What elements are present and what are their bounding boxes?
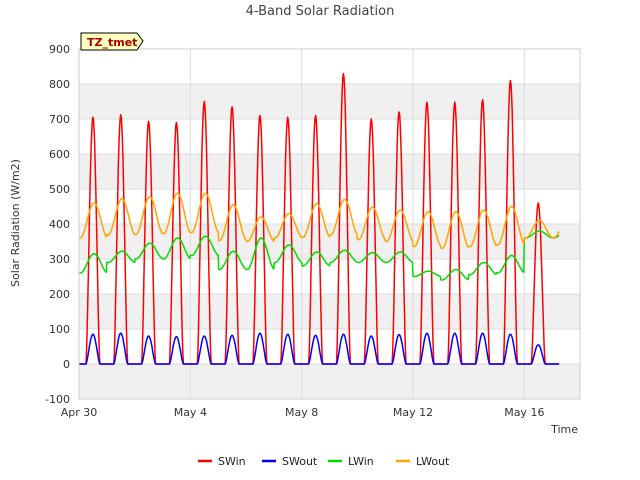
series-line-lwin bbox=[78, 230, 560, 281]
legend: SWin SWout LWin LWout bbox=[198, 455, 450, 468]
legend-item-lwin: LWin bbox=[328, 455, 374, 468]
station-tag: TZ_tmet bbox=[80, 32, 144, 51]
legend-item-swin: SWin bbox=[198, 455, 246, 468]
legend-label: SWout bbox=[282, 455, 318, 468]
legend-item-lwout: LWout bbox=[396, 455, 450, 468]
y-tick-label: 400 bbox=[49, 218, 70, 231]
plot-band bbox=[79, 364, 580, 399]
y-tick-label: 100 bbox=[49, 323, 70, 336]
plot-band bbox=[79, 84, 580, 119]
chart-title: 4-Band Solar Radiation bbox=[246, 4, 395, 19]
x-tick-label: May 8 bbox=[285, 406, 318, 419]
y-tick-label: 200 bbox=[49, 288, 70, 301]
x-tick-label: May 16 bbox=[504, 406, 544, 419]
x-tick-label: Apr 30 bbox=[61, 406, 98, 419]
x-tick-label: May 12 bbox=[393, 406, 433, 419]
plot-band bbox=[79, 294, 580, 329]
x-axis-ticks: Apr 30 May 4 May 8 May 12 May 16 bbox=[61, 406, 545, 419]
y-axis-label: Solar Radiation (W/m2) bbox=[9, 159, 22, 287]
x-tick-label: May 4 bbox=[174, 406, 207, 419]
y-tick-label: 800 bbox=[49, 78, 70, 91]
legend-label: LWout bbox=[416, 455, 450, 468]
series-lines bbox=[78, 72, 560, 365]
x-axis-label: Time bbox=[550, 423, 578, 436]
y-tick-label: 600 bbox=[49, 148, 70, 161]
plot-band bbox=[79, 154, 580, 189]
legend-label: LWin bbox=[348, 455, 374, 468]
station-tag-label: TZ_tmet bbox=[87, 36, 137, 49]
legend-label: SWin bbox=[218, 455, 246, 468]
y-axis-ticks: -100 0 100 200 300 400 500 600 700 800 900 bbox=[45, 43, 70, 406]
y-tick-label: 500 bbox=[49, 183, 70, 196]
y-tick-label: 0 bbox=[63, 358, 70, 371]
series-line-swout bbox=[78, 332, 560, 365]
y-tick-label: 700 bbox=[49, 113, 70, 126]
series-line-lwout bbox=[78, 192, 560, 250]
plot-band bbox=[79, 224, 580, 259]
legend-item-swout: SWout bbox=[262, 455, 318, 468]
station-tag-box bbox=[80, 32, 144, 51]
y-tick-label: 900 bbox=[49, 43, 70, 56]
y-tick-label: -100 bbox=[45, 393, 70, 406]
y-tick-label: 300 bbox=[49, 253, 70, 266]
plot-frame bbox=[78, 48, 581, 400]
